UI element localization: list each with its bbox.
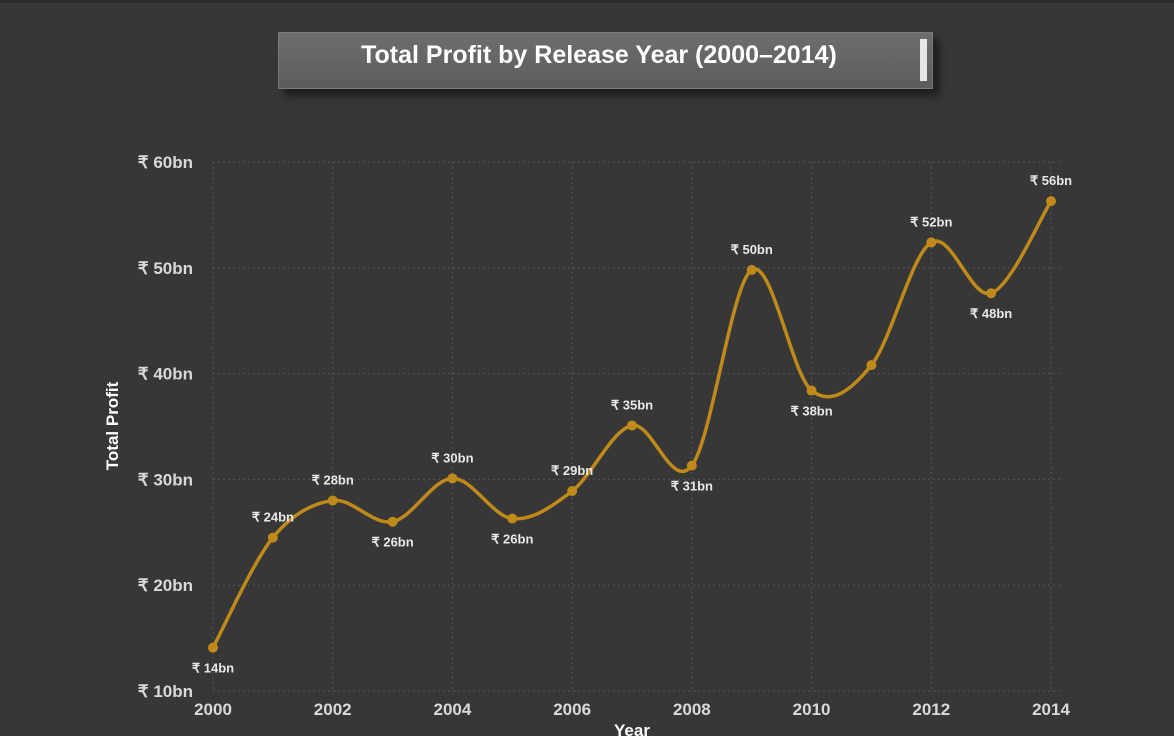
data-label: ₹ 14bn: [192, 661, 234, 676]
data-point: [806, 385, 817, 396]
chart-title: Total Profit by Release Year (2000–2014): [361, 41, 837, 69]
top-edge: [0, 0, 1174, 3]
y-tick-label: ₹ 10bn: [138, 682, 193, 701]
x-axis-ticks: 2000 2002 2004 2006 2008 2010 2012 2014: [194, 700, 1070, 719]
data-label: ₹ 29bn: [551, 463, 593, 478]
y-tick-label: ₹ 30bn: [138, 470, 193, 489]
gridlines: [212, 161, 1061, 692]
y-tick-label: ₹ 50bn: [138, 259, 193, 278]
data-point: [627, 420, 637, 431]
data-label: ₹ 24bn: [252, 510, 294, 525]
data-point: [267, 532, 278, 543]
x-axis-title: Year: [614, 721, 650, 736]
data-label: ₹ 35bn: [611, 397, 653, 412]
data-label: ₹ 50bn: [731, 242, 773, 257]
data-point: [986, 288, 997, 299]
data-label: ₹ 30bn: [431, 450, 473, 465]
x-tick-label: 2014: [1032, 700, 1070, 719]
data-point: [507, 513, 518, 524]
x-tick-label: 2002: [314, 700, 352, 719]
y-axis-title: Total Profit: [103, 381, 122, 470]
data-label: ₹ 56bn: [1030, 173, 1072, 188]
y-tick-label: ₹ 60bn: [138, 153, 193, 172]
y-tick-label: ₹ 20bn: [138, 576, 193, 595]
data-point: [746, 264, 757, 275]
profit-series-line: [211, 200, 1053, 649]
data-point: [567, 486, 578, 497]
data-label: ₹ 38bn: [790, 404, 832, 419]
data-point: [866, 360, 877, 371]
y-axis-ticks: ₹ 10bn ₹ 20bn ₹ 30bn ₹ 40bn ₹ 50bn ₹ 60bn: [138, 153, 193, 701]
title-accent-bar: [920, 39, 927, 81]
data-point: [208, 642, 218, 653]
data-label: ₹ 48bn: [970, 306, 1012, 321]
data-point: [1046, 196, 1056, 207]
x-tick-label: 2008: [673, 700, 711, 719]
data-label: ₹ 26bn: [371, 535, 413, 550]
data-point: [327, 495, 338, 506]
data-label: ₹ 28bn: [312, 473, 354, 488]
chart-title-box: Total Profit by Release Year (2000–2014): [278, 32, 933, 89]
data-points: [208, 196, 1056, 653]
x-tick-label: 2012: [912, 700, 950, 719]
data-labels: ₹ 14bn ₹ 24bn ₹ 28bn ₹ 26bn ₹ 30bn ₹ 26bn ₹ 29…: [192, 173, 1072, 675]
y-tick-label: ₹ 40bn: [138, 365, 193, 384]
data-label: ₹ 31bn: [671, 479, 713, 494]
data-point: [686, 460, 697, 471]
x-tick-label: 2006: [553, 700, 591, 719]
x-tick-label: 2004: [434, 700, 472, 719]
data-label: ₹ 52bn: [910, 214, 952, 229]
x-tick-label: 2000: [194, 700, 232, 719]
data-point: [926, 237, 937, 248]
data-point: [447, 473, 458, 484]
x-tick-label: 2010: [793, 700, 831, 719]
data-point: [387, 516, 398, 527]
data-label: ₹ 26bn: [491, 532, 533, 547]
